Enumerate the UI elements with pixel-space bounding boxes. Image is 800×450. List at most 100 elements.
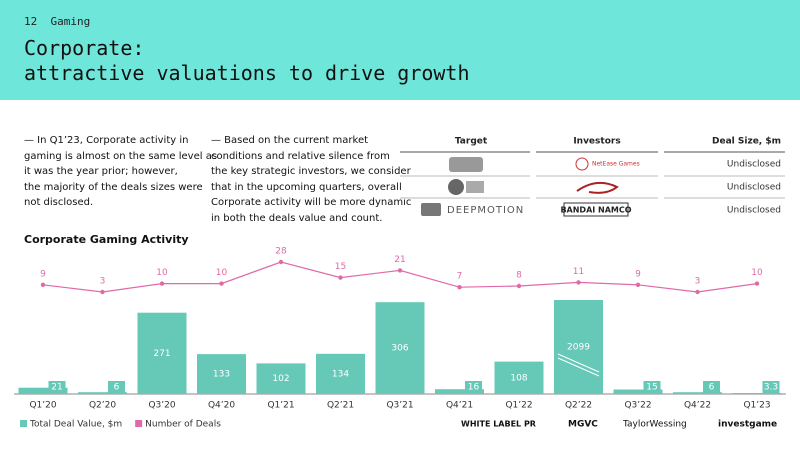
value-label: 21	[51, 383, 62, 393]
footer-logo: MGVC	[568, 420, 598, 430]
value-label: 16	[468, 383, 480, 393]
investor-logo	[576, 181, 619, 194]
paragraph-line: Corporate activity will be more dynamic	[211, 197, 412, 208]
deal-size: Undisclosed	[727, 183, 781, 193]
footer-logo: WHITE LABEL PR	[461, 420, 536, 429]
value-label: 271	[153, 349, 170, 359]
bar	[732, 393, 782, 394]
x-tick-label: Q4’21	[446, 401, 473, 411]
title-line: Corporate:	[24, 36, 145, 60]
value-label: 306	[391, 344, 408, 354]
line-point	[576, 280, 581, 285]
target-logo-text: DEEPMOTION	[447, 205, 524, 216]
target-logo	[448, 179, 464, 195]
line-point	[754, 281, 760, 286]
value-label: 21	[394, 255, 405, 265]
paragraph-line: gaming is almost on the same level as	[24, 150, 218, 162]
header-band: 12 Gaming Corporate: attractive valuatio…	[0, 0, 800, 100]
deal-size: Undisclosed	[727, 160, 781, 170]
value-label: 28	[275, 247, 287, 257]
value-label: 3	[695, 277, 701, 287]
line-point	[100, 289, 105, 295]
value-label-box	[703, 381, 720, 393]
title-line: attractive valuations to drive growth	[24, 61, 470, 85]
target-logo	[466, 181, 484, 193]
page-number: 12	[24, 15, 38, 28]
bar	[494, 361, 544, 394]
value-label: 15	[646, 383, 657, 393]
legend-swatch	[135, 420, 143, 427]
paragraph: — In Q1’23, Corporate activity in gaming …	[24, 133, 217, 211]
value-label: 3.3	[764, 383, 778, 393]
value-label: 133	[213, 370, 230, 380]
line-point	[397, 268, 403, 273]
target-logo	[421, 203, 441, 216]
deal-size: Undisclosed	[727, 206, 781, 216]
table-header: Target	[455, 137, 488, 147]
paragraph-line: it was the year prior; however,	[24, 166, 178, 177]
bar	[78, 392, 127, 394]
bar	[18, 387, 68, 394]
bar	[613, 389, 663, 394]
footer-logo: investgame	[718, 420, 777, 430]
paragraph-line: not disclosed.	[24, 197, 94, 208]
value-label: 6	[709, 383, 715, 393]
footer-logo: TaylorWessing	[622, 420, 687, 430]
line-point	[159, 281, 165, 286]
paragraph-line: the majority of the deals sizes were	[24, 181, 203, 193]
paragraph-line: — Based on the current market	[211, 135, 369, 146]
target-logo	[449, 157, 483, 172]
line-point	[695, 289, 700, 295]
x-tick-label: Q4’20	[208, 401, 235, 411]
value-label: 6	[114, 383, 120, 393]
value-label-box	[465, 381, 482, 393]
value-label: 3	[100, 277, 106, 287]
section: Gaming	[50, 15, 91, 28]
line	[42, 261, 758, 293]
line-point	[338, 275, 343, 280]
value-label: 15	[335, 262, 346, 272]
bar	[435, 389, 484, 394]
value-label: 10	[216, 268, 228, 278]
line-point	[278, 259, 284, 265]
x-tick-label: Q2’21	[327, 401, 354, 411]
value-label: 108	[510, 373, 527, 383]
legend-swatch	[20, 420, 27, 427]
paragraph-line: — In Q1’23, Corporate activity in	[24, 135, 189, 146]
value-label-box	[108, 381, 125, 393]
value-label-box	[643, 381, 661, 393]
value-label: 9	[635, 269, 641, 279]
value-label: 10	[156, 268, 168, 278]
axis-break	[557, 353, 600, 373]
bar	[256, 363, 306, 394]
line-point	[219, 281, 224, 286]
value-label: 102	[272, 374, 289, 384]
paragraph-line: in both the deals value and count.	[211, 212, 383, 224]
line-point	[516, 283, 522, 289]
value-label: 2099	[567, 343, 590, 353]
bar	[375, 302, 425, 394]
value-label: 9	[40, 269, 46, 279]
x-tick-label: Q2’20	[89, 401, 116, 411]
bar	[197, 354, 246, 394]
investor-logo	[563, 202, 629, 217]
x-tick-label: Q4’22	[684, 401, 711, 411]
legend-label: Total Deal Value, $m	[29, 420, 122, 430]
value-label-box	[762, 381, 780, 393]
value-label: 10	[751, 268, 763, 278]
line-point	[635, 282, 641, 287]
paragraph-line: the key strategic investors, we consider	[211, 166, 411, 177]
section-label: 12 Gaming	[24, 15, 90, 28]
value-label-box	[48, 381, 66, 393]
axis-break	[557, 357, 600, 377]
value-label: 7	[457, 272, 463, 282]
investor-logo	[575, 157, 589, 171]
paragraph-line: that in the upcoming quarters, overall	[211, 181, 402, 193]
slide-title: Corporate: attractive valuations to driv…	[24, 36, 470, 86]
table-header: Investors	[573, 137, 620, 147]
x-tick-label: Q3’20	[148, 401, 175, 411]
x-tick-label: Q1’23	[743, 401, 770, 411]
bar	[316, 353, 365, 394]
